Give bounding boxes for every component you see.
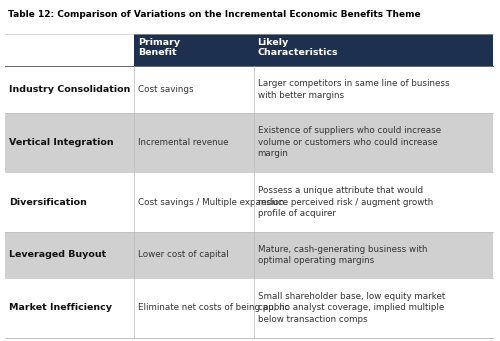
Bar bbox=[5, 278, 492, 338]
Text: Existence of suppliers who could increase
volume or customers who could increase: Existence of suppliers who could increas… bbox=[258, 127, 441, 158]
Text: Leveraged Buyout: Leveraged Buyout bbox=[9, 250, 106, 260]
Text: Possess a unique attribute that would
reduce perceived risk / augment growth
pro: Possess a unique attribute that would re… bbox=[258, 186, 433, 218]
Text: Eliminate net costs of being public: Eliminate net costs of being public bbox=[138, 303, 290, 312]
Text: Incremental revenue: Incremental revenue bbox=[138, 138, 228, 147]
Bar bbox=[134, 34, 492, 66]
Text: Cost savings: Cost savings bbox=[138, 85, 194, 94]
Bar bbox=[5, 113, 492, 172]
Bar bbox=[5, 66, 492, 113]
Text: Lower cost of capital: Lower cost of capital bbox=[138, 250, 229, 260]
Text: Diversification: Diversification bbox=[9, 197, 87, 207]
Text: Cost savings / Multiple expansion: Cost savings / Multiple expansion bbox=[138, 197, 284, 207]
Text: Primary
Benefit: Primary Benefit bbox=[138, 38, 180, 57]
Text: Table 12: Comparison of Variations on the Incremental Economic Benefits Theme: Table 12: Comparison of Variations on th… bbox=[8, 10, 420, 19]
Bar bbox=[5, 172, 492, 232]
Text: Industry Consolidation: Industry Consolidation bbox=[9, 85, 130, 94]
Text: Small shareholder base, low equity market
cap, no analyst coverage, implied mult: Small shareholder base, low equity marke… bbox=[258, 292, 445, 324]
Text: Vertical Integration: Vertical Integration bbox=[9, 138, 114, 147]
Text: Larger competitors in same line of business
with better margins: Larger competitors in same line of busin… bbox=[258, 79, 449, 100]
Text: Likely
Characteristics: Likely Characteristics bbox=[258, 38, 338, 57]
Text: Mature, cash-generating business with
optimal operating margins: Mature, cash-generating business with op… bbox=[258, 245, 427, 265]
Text: Market Inefficiency: Market Inefficiency bbox=[9, 303, 112, 312]
Bar bbox=[5, 232, 492, 278]
